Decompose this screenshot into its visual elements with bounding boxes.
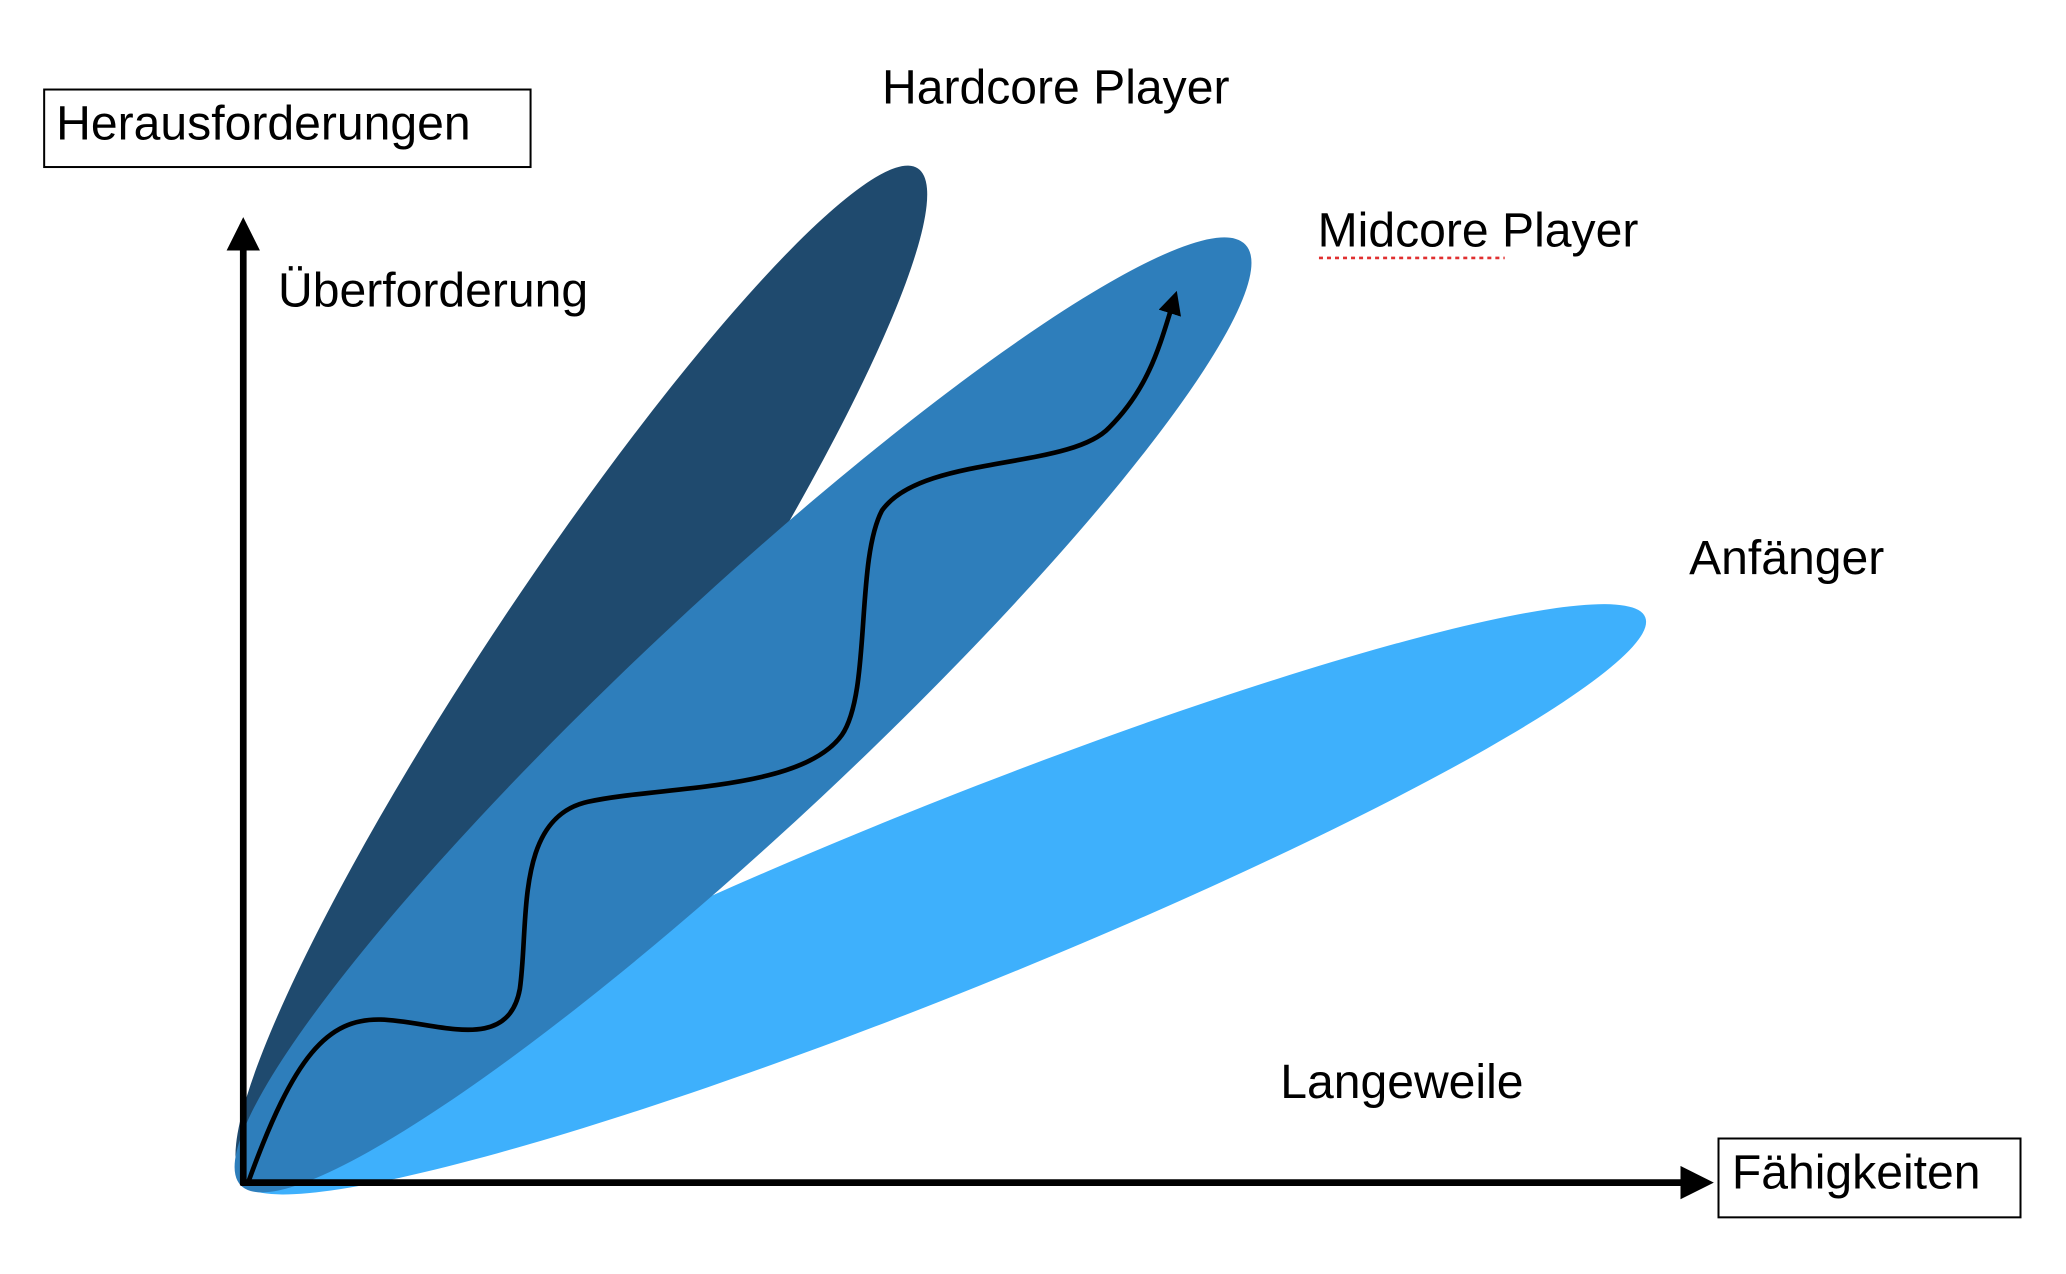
midcore-zone [234,237,1252,1193]
x-axis-label: Fähigkeiten [1732,1146,1981,1200]
group-label: Anfänger [1689,531,1884,585]
group-label: Midcore Player [1318,204,1639,258]
group-label: Hardcore Player [882,61,1229,115]
flow-path [246,290,1181,1183]
beginner-zone [240,604,1647,1195]
x-label-box [1717,1137,2022,1219]
y-axis-label: Herausforderungen [56,97,470,151]
y-label-box [43,88,532,169]
zone-label: Überforderung [278,264,588,318]
zone-label: Langeweile [1280,1055,1523,1109]
